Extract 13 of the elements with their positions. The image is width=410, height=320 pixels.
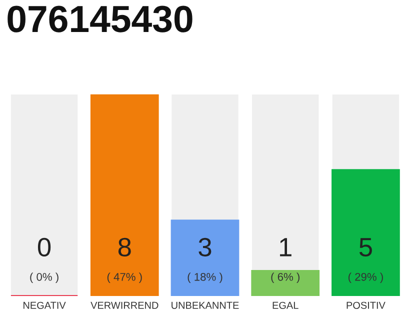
x-tick-label: POSITIV [346,302,386,309]
data-label: 8 ( 47% ) [107,238,142,284]
data-label: 0 ( 0% ) [30,238,58,284]
bar [90,94,159,296]
x-tick-label: EGAL [272,302,298,309]
x-tick-label: NEGATIV [24,302,66,309]
bar [251,270,320,296]
x-tick-label: VERWIRREND [90,302,158,309]
data-label: 1 ( 6% ) [271,238,300,284]
data-label: 3 ( 18% ) [188,238,222,284]
chart-title: 076145430 [8,6,192,32]
x-tick-label: UNBEKANNTE [172,302,239,309]
data-label: 5 ( 29% ) [348,238,383,284]
